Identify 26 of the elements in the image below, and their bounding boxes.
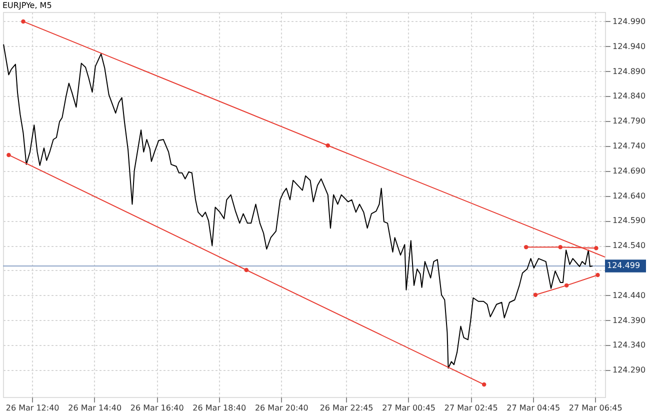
y-tick-label: 124.290	[612, 366, 646, 375]
y-tick-label: 124.390	[612, 316, 646, 325]
y-tick-label: 124.640	[612, 191, 646, 200]
y-tick-label: 124.690	[612, 166, 646, 176]
x-tick-label: 27 Mar 04:45	[506, 404, 560, 412]
x-tick-label: 26 Mar 22:45	[320, 404, 374, 412]
y-tick-label: 124.990	[612, 16, 646, 26]
y-tick-label: 124.340	[612, 340, 646, 350]
x-tick-label: 26 Mar 16:40	[130, 404, 184, 412]
chart-title: EURJPYe, M5	[2, 1, 52, 10]
x-tick-label: 26 Mar 20:40	[254, 404, 308, 412]
x-tick-label: 26 Mar 18:40	[192, 404, 246, 412]
x-tick-label: 26 Mar 12:40	[6, 404, 60, 412]
ref-line-label: 124.499	[607, 261, 640, 270]
x-tick-label: 26 Mar 14:40	[68, 404, 122, 412]
x-tick-label: 27 Mar 02:45	[444, 404, 498, 412]
y-tick-label: 124.940	[612, 42, 646, 51]
y-tick-label: 124.890	[612, 66, 646, 76]
x-tick-label: 27 Mar 00:45	[382, 404, 436, 412]
y-tick-label: 124.590	[612, 216, 646, 226]
y-tick-label: 124.840	[612, 92, 646, 101]
y-tick-label: 124.440	[612, 290, 646, 300]
y-tick-label: 124.740	[612, 141, 646, 150]
y-tick-label: 124.790	[612, 116, 646, 126]
x-tick-label: 27 Mar 06:45	[568, 404, 622, 412]
y-tick-label: 124.540	[612, 241, 646, 250]
